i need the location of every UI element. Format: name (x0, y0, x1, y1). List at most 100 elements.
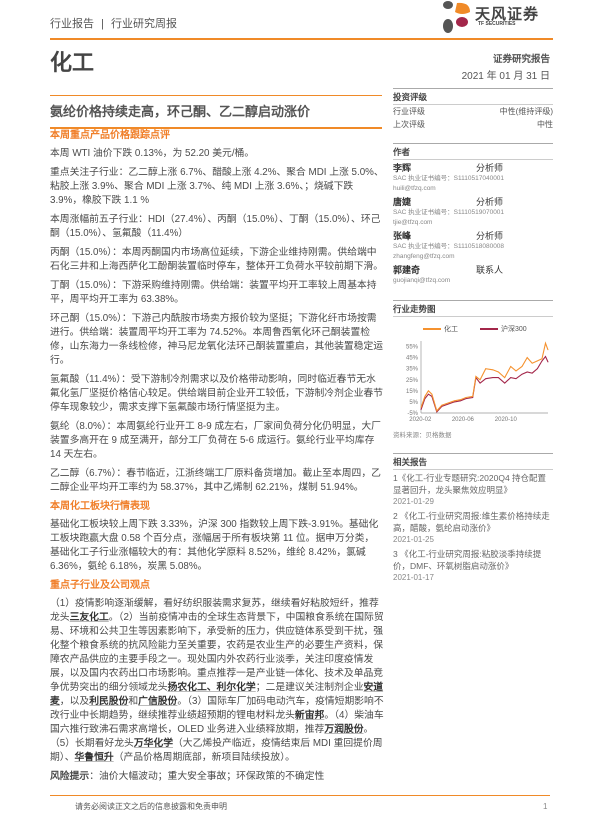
rating-row: 上次评级 中性 (393, 118, 553, 131)
x-tick-label: 2020-02 (409, 417, 432, 423)
data-point (526, 371, 528, 373)
price-tracking-paragraph: 氨纶（8.0%）：本周氨纶行业开工 8-9 成左右，厂家间负荷分化仍明显，大厂装… (50, 421, 381, 460)
data-point (485, 378, 487, 380)
data-point (541, 360, 543, 362)
data-point (504, 382, 506, 384)
rating-row: 行业评级 中性(维持评级) (393, 105, 553, 118)
category-label: 行业报告 (50, 18, 94, 30)
logo-mark-icon (443, 1, 470, 33)
price-tracking-paragraphs: 本周 WTI 油价下跌 0.13%，为 52.20 美元/桶。 重点关注子行业：乙… (50, 147, 384, 495)
author-role: 分析师 (475, 163, 503, 173)
legend-item: 化工 (423, 325, 458, 335)
category-separator: | (101, 18, 104, 30)
author-role: 联系人 (475, 265, 503, 275)
data-point (441, 404, 443, 406)
text-segment: （1）疫情影响逐渐缓解，看好纺织服装需求复苏，继续看好粘胶短纤，推荐龙头 (50, 598, 379, 623)
data-point (510, 377, 512, 378)
main-column: 本周重点产品价格跟踪点评 本周 WTI 油价下跌 0.13%，为 52.20 美… (50, 125, 384, 789)
key-views-paragraph: （1）疫情影响逐渐缓解，看好纺织服装需求复苏，继续看好粘胶短纤，推荐龙头三友化工… (50, 597, 384, 765)
price-tracking-paragraph: 丙酮（15.0%）：本周丙酮国内市场高位延续，下游企业维持刚需。供给端中石化三井… (50, 247, 384, 272)
data-point (472, 395, 474, 397)
data-point (541, 358, 543, 360)
author-cert: SAC 执业证书编号：S1110518080008 (393, 243, 505, 250)
footer-divider (50, 795, 550, 796)
risk-warning: 风险提示：油价大幅波动；重大安全事故；环保政策的不确定性 (50, 770, 384, 784)
data-point (472, 397, 474, 398)
related-report-item[interactable]: 3 《化工-行业研究周报:粘胶淡季持续提价，DMF、环氧树脂启动涨价》 2021-… (393, 548, 553, 584)
author-name: 郭建奇 (393, 265, 421, 275)
author-name-row: 张峰 分析师 (393, 231, 503, 242)
author-entry: 张峰 分析师 SAC 执业证书编号：S1110518080008 zhangfeng@… (393, 231, 553, 262)
section-heading-price-tracking: 本周重点产品价格跟踪点评 (50, 130, 170, 141)
data-point (547, 349, 549, 351)
data-point (521, 373, 523, 375)
subtitle-block: 氨纶价格持续走高，环己酮、乙二醇启动涨价 (50, 95, 382, 129)
report-subtitle: 氨纶价格持续走高，环己酮、乙二醇启动涨价 (50, 104, 311, 119)
data-point (420, 407, 422, 408)
rating-label: 行业评级 (393, 107, 425, 116)
company-name: 新宙邦 (294, 710, 325, 721)
data-point (479, 379, 481, 381)
related-report-item[interactable]: 1《化工-行业专题研究:2020Q4 持仓配置显著回升，龙头聚焦效应明显》 202… (393, 472, 553, 508)
company-name: 万润股份 (324, 724, 364, 735)
author-email: tjie@tfzq.com (393, 219, 433, 226)
report-category: 行业报告 | 行业研究周报 (50, 15, 181, 31)
related-report-title: 3 《化工-行业研究周报:粘胶淡季持续提价，DMF、环氧树脂启动涨价》 (393, 549, 542, 571)
data-point (531, 372, 533, 374)
section-heading-key-views: 重点子行业及公司观点 (50, 580, 150, 591)
industry-trend-chart: -5% 5% 15% 25% 35% 45% 55% 2020-02 2020-06 2020-1… (406, 341, 549, 423)
price-tracking-paragraph: 本周 WTI 油价下跌 0.13%，为 52.20 美元/桶。 (50, 148, 255, 159)
company-name: 扬农化工、利尔化学 (167, 682, 256, 693)
price-tracking-paragraph: 本周涨幅前五子行业：HDI（27.4%）、丙酮（15.0%）、丁酮（15.0%）… (50, 214, 381, 239)
related-report-title: 1《化工-行业专题研究:2020Q4 持仓配置显著回升，龙头聚焦效应明显》 (393, 473, 547, 495)
company-name: 华鲁恒升 (74, 752, 114, 763)
data-point (492, 377, 494, 378)
header-divider (50, 38, 553, 40)
author-role: 分析师 (475, 231, 503, 241)
related-report-item[interactable]: 2 《化工-行业研究周报:维生素价格持续走高，醋酸，氨纶启动涨价》 2021-01… (393, 510, 553, 546)
author-entry: 李辉 分析师 SAC 执业证书编号：S1110517040001 huili@tfzq… (393, 163, 553, 194)
data-point (492, 369, 494, 371)
related-report-date: 2021-01-17 (393, 573, 434, 582)
x-tick-label: 2020-06 (452, 417, 475, 423)
authors-list: 李辉 分析师 SAC 执业证书编号：S1110517040001 huili@tfzq… (393, 163, 553, 286)
data-point (515, 378, 517, 380)
authors-heading: 作者 (393, 143, 553, 160)
legend-swatch-icon (423, 328, 441, 330)
page-title: 化工 (50, 50, 95, 75)
legend-label: 化工 (444, 326, 458, 333)
data-point (515, 370, 517, 372)
related-reports-list: 1《化工-行业专题研究:2020Q4 持仓配置显著回升，龙头聚焦效应明显》 202… (393, 472, 553, 584)
data-point (447, 403, 449, 405)
related-report-title: 2 《化工-行业研究周报:维生素价格持续走高，醋酸，氨纶启动涨价》 (393, 511, 550, 533)
data-point (454, 401, 455, 403)
series-line-hs300 (420, 355, 549, 413)
author-email: huili@tfzq.com (393, 185, 436, 192)
author-cert: SAC 执业证书编号：S1110519070001 (393, 209, 505, 216)
author-name-row: 郭建奇 联系人 (393, 265, 503, 276)
author-cert: SAC 执业证书编号：S1110517040001 (393, 175, 505, 182)
footer-disclaimer: 请务必阅读正文之后的信息披露和免责申明 (75, 802, 227, 811)
data-point (537, 360, 538, 362)
report-type-label: 行业研究周报 (110, 18, 177, 30)
text-segment: ；二是建议关注制剂企业 (255, 682, 364, 693)
author-name: 李辉 (393, 163, 412, 173)
text-segment: 。（3）国际车厂加码电动汽车，疫情短期影响不改行业中长期趋势，继续推荐业绩超预期… (50, 696, 384, 721)
sidebar: 投资评级 行业评级 中性(维持评级) 上次评级 中性 作者 李辉 分析师 SAC 执业证… (393, 84, 553, 584)
data-point (521, 366, 523, 367)
chart-source: 资料来源：贝格数据 (393, 432, 452, 439)
y-tick-label: 15% (406, 389, 419, 395)
author-name-row: 李辉 分析师 (393, 163, 503, 174)
text-segment: ，以及 (59, 696, 90, 707)
legend-swatch-icon (480, 328, 498, 330)
data-point (465, 398, 467, 399)
logo-text-en: TF SECURITIES (478, 21, 516, 27)
author-name: 唐婕 (393, 197, 412, 207)
data-point (475, 376, 477, 377)
trend-heading: 行业走势图 (393, 300, 553, 317)
chart-legend: 化工 沪深300 (423, 325, 553, 335)
x-tick-label: 2020-10 (495, 417, 518, 423)
text-segment: （大乙烯投产临近，疫情结束后 MDI 重回提价周期）、 (50, 738, 383, 763)
data-point (460, 399, 461, 401)
data-point (497, 371, 499, 373)
